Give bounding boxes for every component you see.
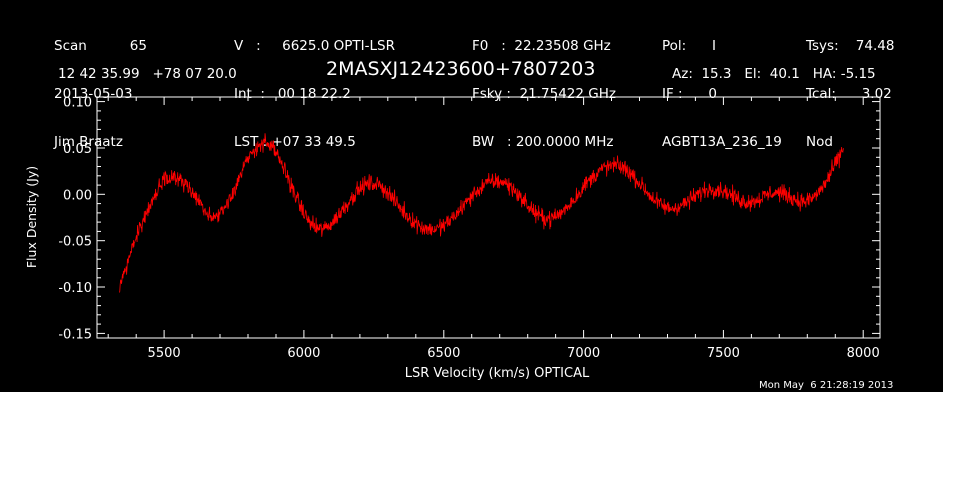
spectrum-chart: 5500 6000 6500 7000 7500 8000 -0.15 -0.10 -0.05 0…	[24, 96, 881, 381]
axis-ticks: 5500 6000 6500 7000 7500 8000 -0.15 -0.10 -0.05 0…	[58, 96, 880, 361]
scan-label: Scan 65	[54, 38, 147, 54]
project-label: AGBT13A_236_19	[662, 134, 782, 150]
fsky-label: Fsky : 21.75422 GHz	[472, 86, 616, 102]
header-col-velocity: V : 6625.0 OPTI-LSR Int : 00 18 22.2 LST…	[234, 6, 395, 182]
header-col-frequency: F0 : 22.23508 GHz Fsky : 21.75422 GHz BW…	[472, 6, 616, 182]
bandwidth-label: BW : 200.0000 MHz	[472, 134, 614, 150]
y-tick-label: 0.05	[63, 142, 92, 157]
x-tick-label: 8000	[847, 346, 880, 361]
source-coordinates: 12 42 35.99 +78 07 20.0	[58, 66, 237, 82]
if-label: IF : 0	[662, 86, 717, 102]
date-label: 2013-05-03	[54, 86, 133, 102]
spectrum-line	[118, 133, 845, 293]
y-tick-label: -0.05	[58, 235, 92, 250]
x-tick-label: 7000	[567, 346, 600, 361]
y-tick-label: 0.10	[63, 96, 92, 111]
y-tick-label: 0.00	[63, 188, 92, 203]
x-axis-label: LSR Velocity (km/s) OPTICAL	[405, 366, 590, 381]
tsys-label: Tsys: 74.48	[806, 38, 895, 54]
pol-label: Pol: I	[662, 38, 716, 54]
source-name: 2MASXJ12423600+7807203	[326, 58, 596, 80]
y-axis-label: Flux Density (Jy)	[24, 166, 39, 268]
header-col-scan: Scan 65 2013-05-03 Jim Braatz	[54, 6, 147, 182]
plot-timestamp: Mon May 6 21:28:19 2013	[759, 380, 894, 391]
x-tick-label: 7500	[707, 346, 740, 361]
spectrum-panel: Scan 65 2013-05-03 Jim Braatz V : 6625.0…	[0, 0, 943, 392]
header-col-tsys: Tsys: 74.48 Tcal: 3.02 Nod	[806, 6, 894, 182]
spectrum-trace-layer	[118, 133, 845, 293]
f0-label: F0 : 22.23508 GHz	[472, 38, 611, 54]
header-col-pol: Pol: I IF : 0 AGBT13A_236_19	[662, 6, 782, 182]
integration-label: Int : 00 18 22.2	[234, 86, 351, 102]
x-tick-label: 6000	[287, 346, 320, 361]
tcal-label: Tcal: 3.02	[806, 86, 892, 102]
pointing-info: Az: 15.3 El: 40.1 HA: -5.15	[672, 66, 876, 82]
x-tick-label: 6500	[427, 346, 460, 361]
procedure-label: Nod	[806, 134, 833, 150]
y-tick-label: -0.10	[58, 281, 92, 296]
x-tick-label: 5500	[148, 346, 181, 361]
velocity-label: V : 6625.0 OPTI-LSR	[234, 38, 395, 54]
plot-frame	[96, 96, 881, 339]
observer-label: Jim Braatz	[54, 134, 123, 150]
y-tick-label: -0.15	[58, 327, 92, 342]
